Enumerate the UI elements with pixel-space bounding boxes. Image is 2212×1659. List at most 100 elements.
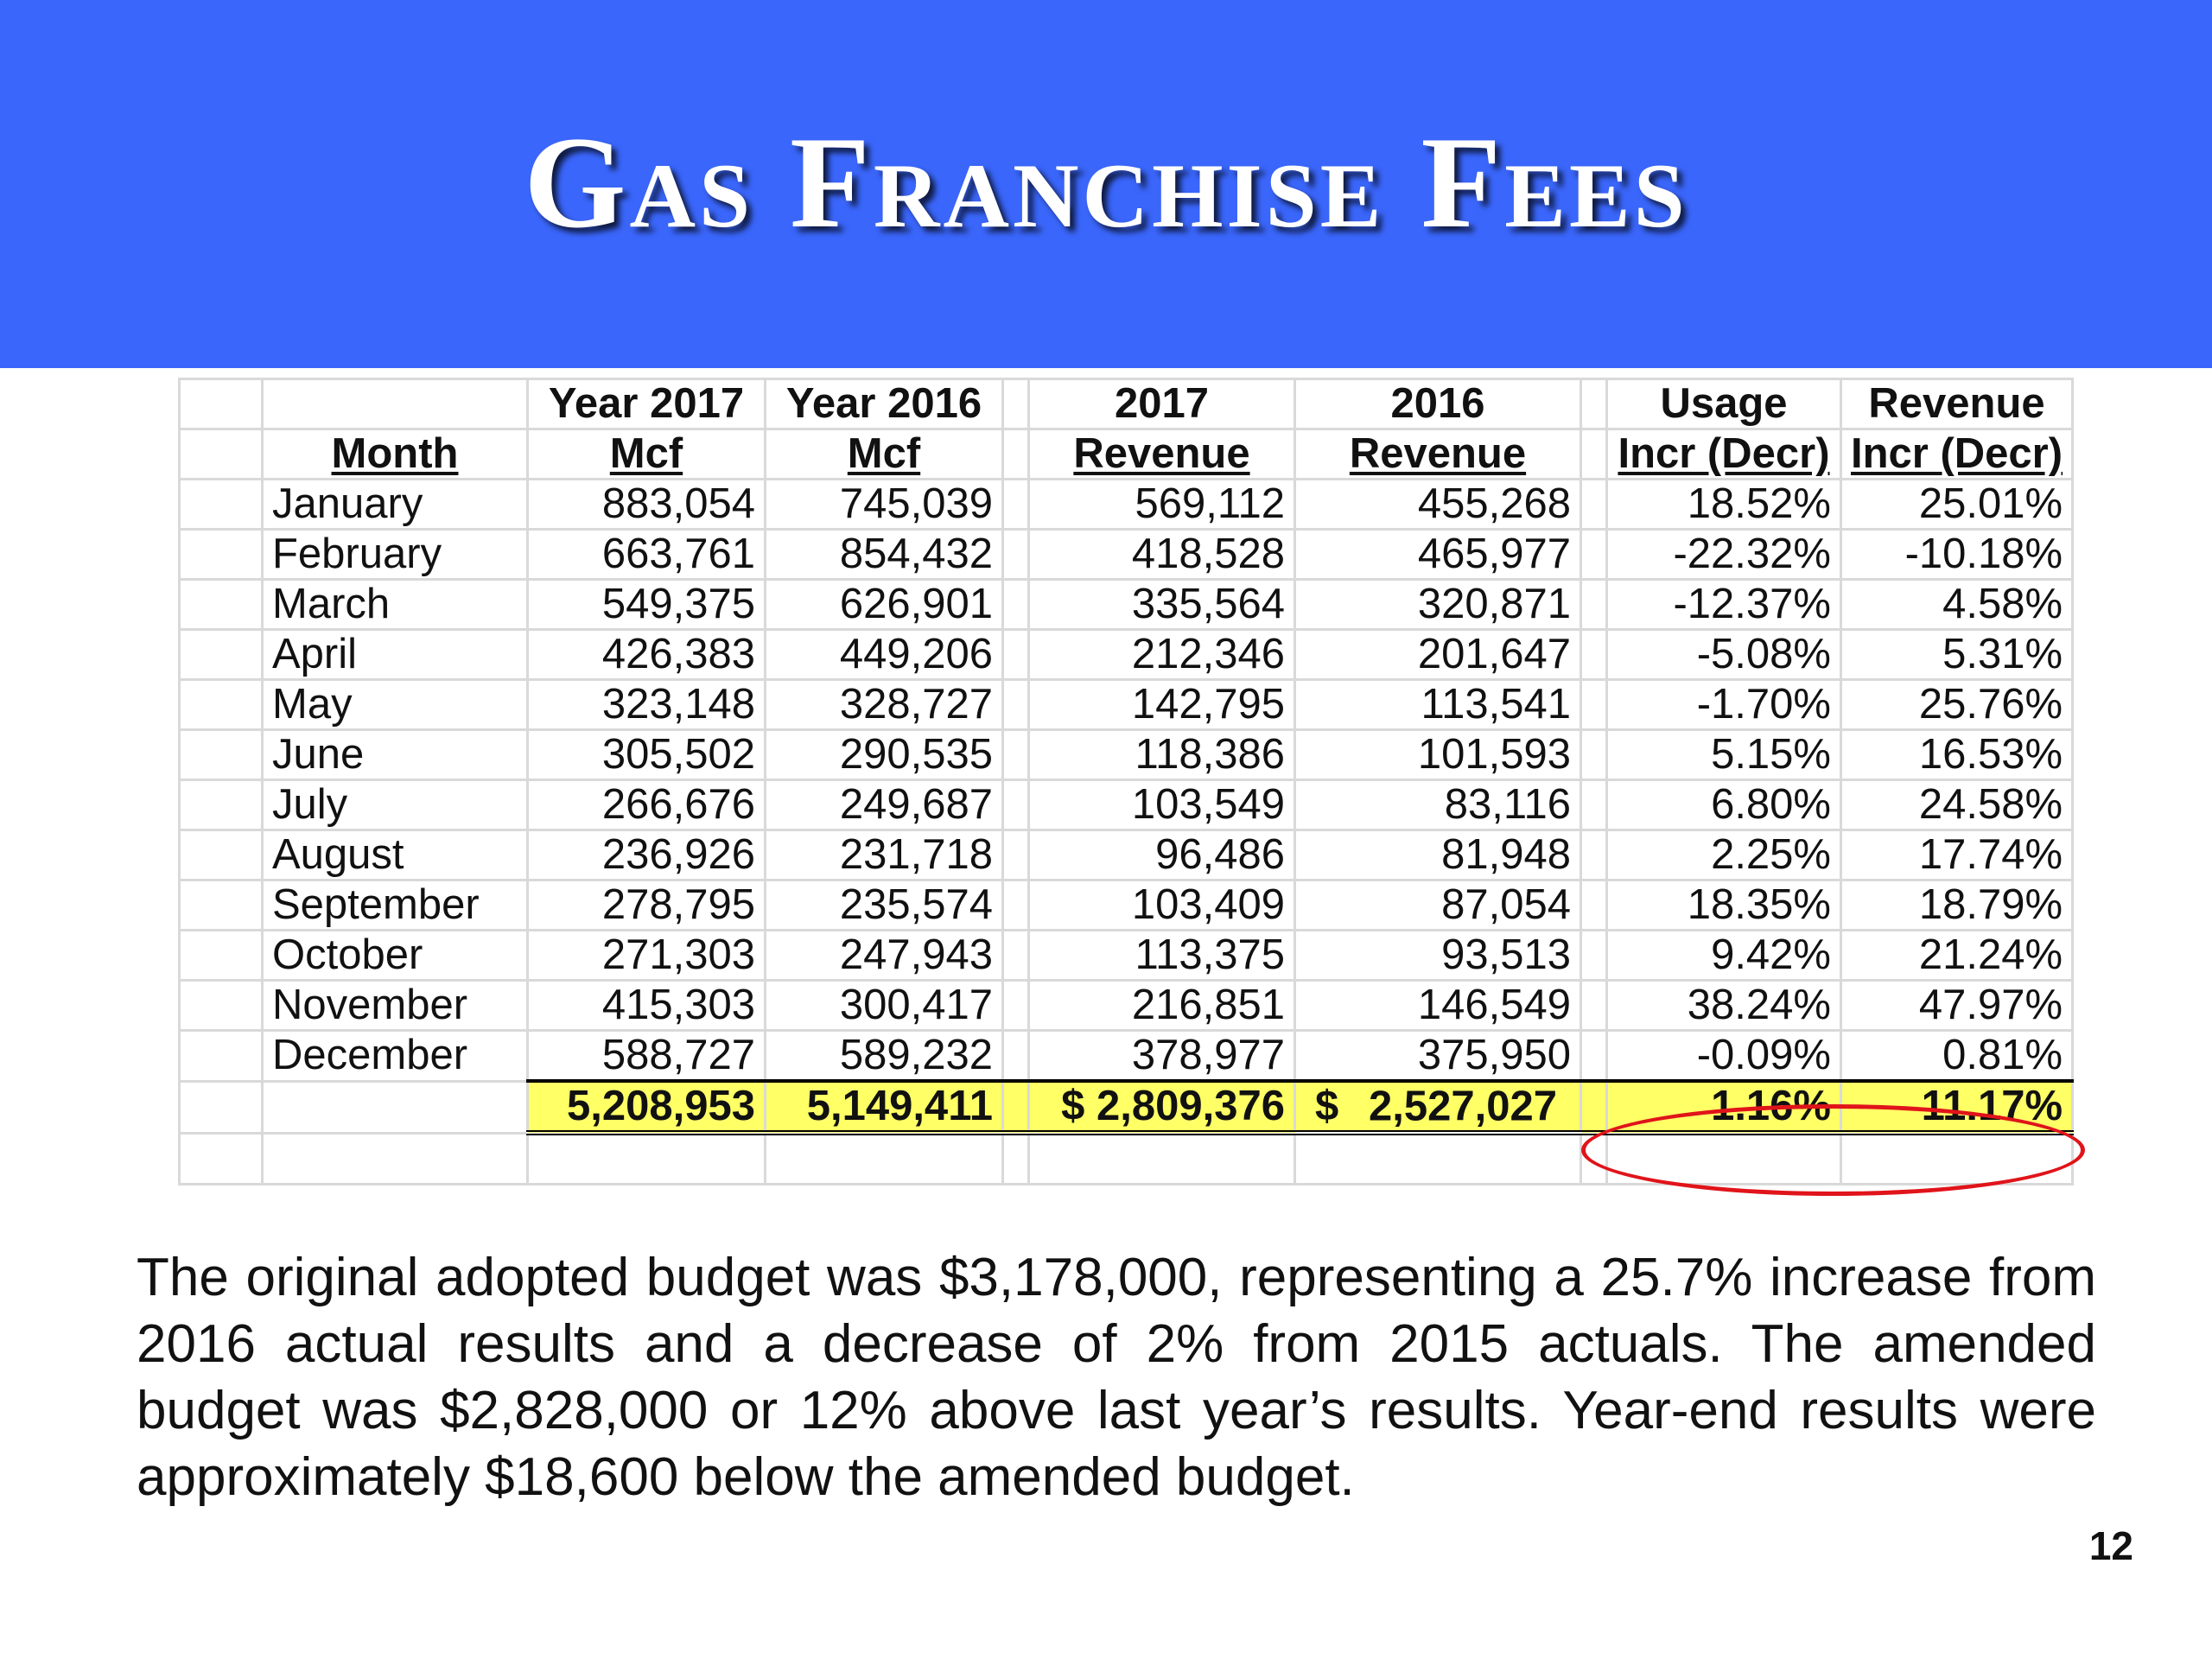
value-cell: 216,851	[1027, 979, 1296, 1032]
title-banner	[0, 0, 2212, 368]
spacer-cell	[261, 1131, 529, 1185]
spacer-cell	[178, 728, 264, 781]
value-cell: 24.58%	[1839, 779, 2075, 831]
spacer-cell	[1580, 628, 1608, 681]
table-row: February 663,761 854,432 418,528 465,977 -22.…	[178, 528, 2075, 581]
value-cell: 378,977	[1027, 1029, 1296, 1083]
month-cell: December	[261, 1029, 529, 1083]
value-cell: -0.09%	[1605, 1029, 1842, 1083]
value-cell: 5.15%	[1605, 728, 1842, 781]
spacer-cell	[178, 378, 264, 430]
column-header: Incr (Decr)	[1839, 428, 2075, 480]
table-row: December 588,727 589,232 378,977 375,950 -0.0…	[178, 1029, 2075, 1083]
spacer-cell	[1001, 979, 1030, 1032]
value-cell: 455,268	[1294, 478, 1582, 531]
value-cell: 18.79%	[1839, 879, 2075, 931]
value-cell: 290,535	[764, 728, 1004, 781]
value-cell: 21.24%	[1839, 929, 2075, 982]
table-row: January 883,054 745,039 569,112 455,268 18.52…	[178, 478, 2075, 531]
spacer-cell	[261, 1079, 529, 1135]
spacer-cell	[1580, 1079, 1608, 1135]
spacer-cell	[1001, 478, 1030, 531]
month-cell: June	[261, 728, 529, 781]
value-cell: 25.01%	[1839, 478, 2075, 531]
spacer-cell	[178, 1029, 264, 1083]
spacer-cell	[178, 829, 264, 881]
value-cell: 278,795	[526, 879, 766, 931]
spacer-cell	[1580, 1130, 1608, 1185]
spacer-cell	[1001, 1130, 1030, 1185]
spacer-cell	[1001, 1029, 1030, 1083]
spacer-cell	[1027, 1130, 1296, 1185]
spacer-cell	[526, 1130, 766, 1185]
month-cell: February	[261, 528, 529, 581]
value-cell: 18.35%	[1605, 879, 1842, 931]
gas-franchise-fees-table: Year 2017 Year 2016 2017 2016 Usage Revenue Mo…	[178, 378, 2075, 1185]
spacer-cell	[178, 779, 264, 831]
value-cell: 426,383	[526, 628, 766, 681]
month-cell: January	[261, 478, 529, 531]
spacer-cell	[1580, 578, 1608, 631]
spacer-cell	[1001, 678, 1030, 731]
spacer-cell	[1580, 428, 1608, 480]
value-cell: 589,232	[764, 1029, 1004, 1083]
column-header-label: Revenue	[1073, 430, 1250, 477]
month-cell: March	[261, 578, 529, 631]
page-number: 12	[2088, 1523, 2133, 1568]
value-cell: -22.32%	[1605, 528, 1842, 581]
column-header: Mcf	[764, 428, 1004, 480]
spacer-cell	[1001, 628, 1030, 681]
value-cell: 415,303	[526, 979, 766, 1032]
column-header-label: Incr (Decr)	[1618, 430, 1830, 477]
value-cell: 101,593	[1294, 728, 1582, 781]
value-cell: 465,977	[1294, 528, 1582, 581]
month-cell: April	[261, 628, 529, 681]
value-cell: 103,409	[1027, 879, 1296, 931]
total-mcf-2017: 5,208,953	[526, 1079, 766, 1135]
value-cell: 38.24%	[1605, 979, 1842, 1032]
month-cell: September	[261, 879, 529, 931]
spacer-cell	[764, 1130, 1004, 1185]
column-header: Revenue	[1839, 378, 2075, 430]
spacer-cell	[1580, 879, 1608, 931]
column-header: 2016	[1294, 378, 1582, 430]
value-cell: 236,926	[526, 829, 766, 881]
column-header: Year 2017	[526, 378, 766, 430]
spacer-cell	[1001, 779, 1030, 831]
table-row: August 236,926 231,718 96,486 81,948 2.25% 17.…	[178, 829, 2075, 881]
column-header	[261, 378, 529, 430]
table-row: April 426,383 449,206 212,346 201,647 -5.08% 5…	[178, 628, 2075, 681]
spacer-cell	[1580, 678, 1608, 731]
value-cell: 81,948	[1294, 829, 1582, 881]
spacer-cell	[178, 1079, 264, 1135]
table-row: May 323,148 328,727 142,795 113,541 -1.70% 25.…	[178, 678, 2075, 731]
spacer-cell	[1001, 428, 1030, 480]
value-cell: 271,303	[526, 929, 766, 982]
value-cell: 328,727	[764, 678, 1004, 731]
table-header-row: Year 2017 Year 2016 2017 2016 Usage Revenue	[178, 378, 2075, 430]
value-cell: 588,727	[526, 1029, 766, 1083]
value-cell: 335,564	[1027, 578, 1296, 631]
column-header-label: Revenue	[1349, 430, 1527, 477]
spacer-cell	[1580, 378, 1608, 430]
spacer-cell	[178, 428, 264, 480]
value-cell: 266,676	[526, 779, 766, 831]
value-cell: 2.25%	[1605, 829, 1842, 881]
column-header: 2017	[1027, 378, 1296, 430]
spacer-cell	[178, 929, 264, 982]
spacer-cell	[178, 979, 264, 1032]
value-cell: 663,761	[526, 528, 766, 581]
column-header-label: Incr (Decr)	[1851, 430, 2063, 477]
month-cell: May	[261, 678, 529, 731]
value-cell: 113,375	[1027, 929, 1296, 982]
total-revenue-change: 11.17%	[1839, 1079, 2075, 1135]
value-cell: 103,549	[1027, 779, 1296, 831]
value-cell: -10.18%	[1839, 528, 2075, 581]
spacer-cell	[178, 1131, 264, 1185]
value-cell: 16.53%	[1839, 728, 2075, 781]
spacer-cell	[178, 528, 264, 581]
value-cell: 569,112	[1027, 478, 1296, 531]
total-revenue-2016: $2,527,027	[1294, 1079, 1582, 1135]
budget-note: The original adopted budget was $3,178,0…	[137, 1248, 2096, 1507]
table-row: June 305,502 290,535 118,386 101,593 5.15% 16.…	[178, 728, 2075, 781]
